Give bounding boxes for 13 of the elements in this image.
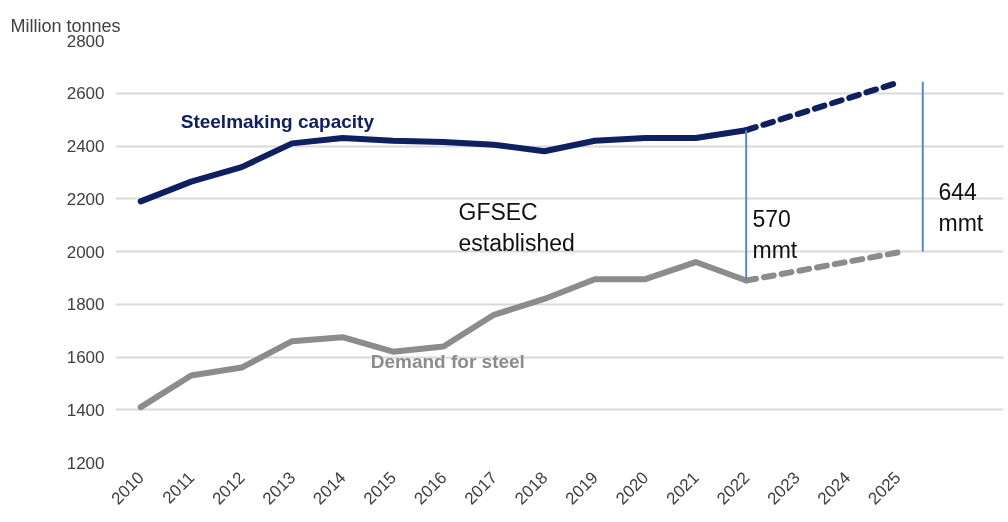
y-tick-label: 2000 bbox=[66, 242, 105, 262]
series-label: Steelmaking capacity bbox=[180, 110, 375, 132]
y-tick-label: 2200 bbox=[66, 189, 105, 209]
y-tick-label: 1400 bbox=[66, 400, 105, 420]
annotation: 644 mmt bbox=[938, 178, 984, 236]
y-tick-label: 1600 bbox=[66, 348, 105, 367]
y-tick-label: 1200 bbox=[66, 453, 105, 473]
y-tick-label: 1800 bbox=[66, 295, 105, 315]
y-tick-label: 2600 bbox=[66, 84, 105, 104]
annotation: GFSEC established bbox=[458, 198, 575, 256]
annotation: 570 mmt bbox=[752, 205, 798, 263]
y-tick-label: 2400 bbox=[66, 137, 105, 156]
series-label: Demand for steel bbox=[370, 350, 525, 372]
